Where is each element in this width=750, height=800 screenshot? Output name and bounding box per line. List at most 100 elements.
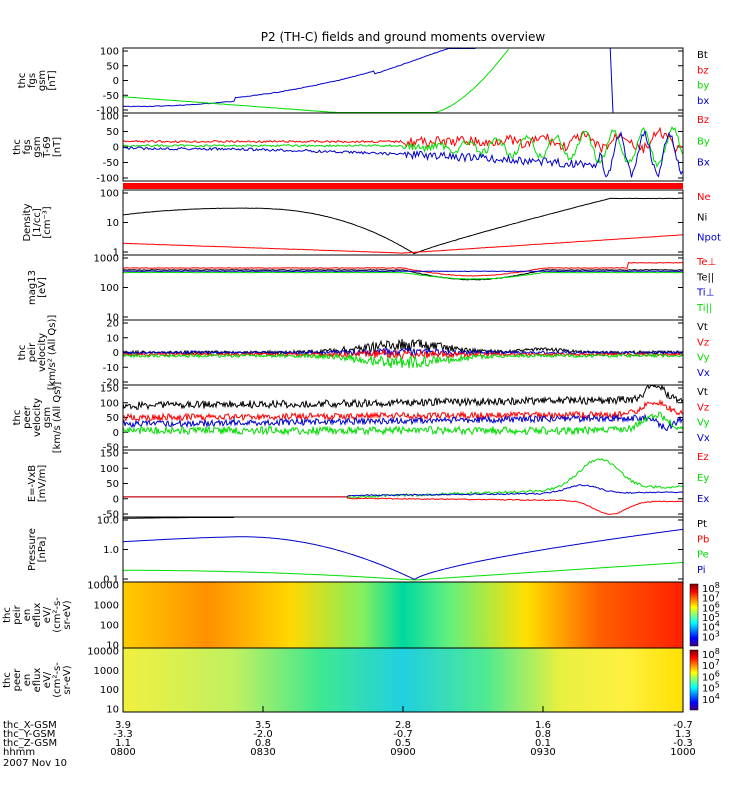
ylabel-peer_vel-1: peer xyxy=(22,405,33,429)
xaxis-value-3-0: 0800 xyxy=(110,747,135,758)
ylabel-pressure-1: [nPa] xyxy=(37,536,48,562)
legend-peer_vel-Vt: Vt xyxy=(697,387,708,398)
ylabel-fgs_detrend-0: thc xyxy=(12,139,23,155)
ytick-peir_spec-3: 10 xyxy=(106,641,119,652)
ytick-pressure-1: 1.0 xyxy=(103,545,119,556)
xaxis-value-1-2: -0.7 xyxy=(393,729,413,740)
ytick-efield-3: 0 xyxy=(113,494,119,505)
legend-peir_vel-Vy: Vy xyxy=(697,353,710,364)
xaxis-value-1-0: -3.3 xyxy=(113,729,133,740)
ytick-efield-0: 150 xyxy=(100,449,119,460)
colorbar-label-peir_spec-0: 108 xyxy=(702,581,720,595)
spectrogram-peer_spec xyxy=(123,648,683,712)
ylabel-fgs-2: gsm xyxy=(37,70,48,91)
xaxis-label-2: thc_Z-GSM xyxy=(3,738,57,749)
legend-fgs-bx: bx xyxy=(697,96,709,107)
xaxis-value-2-1: 0.8 xyxy=(255,738,271,749)
legend-temp-Ti||: Ti|| xyxy=(696,303,712,314)
colorbar-label-peir_spec-2: 106 xyxy=(702,600,720,614)
series-det-bz xyxy=(122,126,683,154)
legend-peer_vel-Vz: Vz xyxy=(697,402,709,413)
ytick-peer_spec-0: 10000 xyxy=(87,647,119,658)
ytick-fgs_detrend-3: -50 xyxy=(103,158,119,169)
ylabel-peer_vel-0: thc xyxy=(12,410,23,426)
ylabel-fgs_detrend-2: gsm xyxy=(32,136,43,157)
legend-efield-Ex: Ex xyxy=(697,494,709,505)
chart-title: P2 (TH-C) fields and ground moments over… xyxy=(261,30,546,44)
legend-fgs_detrend-Bx: Bx xyxy=(697,158,710,169)
xaxis-value-3-1: 0830 xyxy=(250,747,275,758)
series-peir-vy xyxy=(122,352,684,369)
series-pressure-pe xyxy=(123,562,683,581)
legend-temp-Ti⊥: Ti⊥ xyxy=(696,288,714,299)
panel-efield: E=-VxB [mV/m] 150 100 50 0 -50 Ez Ey Ex xyxy=(27,449,709,521)
series-fgs-bx-jump xyxy=(609,47,614,114)
colorbar-label-peir_spec-4: 104 xyxy=(702,620,720,634)
legend-fgs-by: by xyxy=(697,81,709,92)
legend-fgs-bz: bz xyxy=(697,65,709,76)
series-temp-tepar xyxy=(122,269,683,281)
ylabel-peer_spec-5: (cm²-s- xyxy=(52,662,63,698)
ytick-efield-4: -50 xyxy=(103,510,119,521)
legend-pressure-Pb: Pb xyxy=(697,534,709,545)
ytick-peir_vel-4: -20 xyxy=(103,378,119,389)
ytick-peir_vel-2: 0 xyxy=(113,348,119,359)
series-e-ey xyxy=(123,458,683,499)
ylabel-peir_vel-0: thc xyxy=(17,345,28,361)
ytick-peer_spec-2: 100 xyxy=(100,685,119,696)
ytick-fgs_detrend-4: -100 xyxy=(96,174,119,185)
legend-pressure-Pe: Pe xyxy=(697,550,709,561)
ylabel-fgs_detrend-1: fgs xyxy=(22,139,33,154)
panel-fgs_detrend: thc fgs gsm T-69 [nT] 100 50 0 -50 -100 Bz By Bx xyxy=(12,112,710,185)
series-fgs-by xyxy=(122,48,509,113)
data-flag-bar xyxy=(123,183,683,189)
legend-pressure-Pi: Pi xyxy=(697,565,706,576)
legend-efield-Ey: Ey xyxy=(697,473,709,484)
ylabel-efield-0: E=-VxB xyxy=(27,465,38,502)
ytick-fgs-0: 100 xyxy=(100,47,119,58)
colorbar-label-peer_spec-3: 105 xyxy=(702,681,720,695)
ytick-peir_spec-1: 1000 xyxy=(94,601,119,612)
legend-fgs_detrend-By: By xyxy=(697,136,710,147)
panel-peir_spec: thc peir en eflux eV/(cm²-s-sr-eV) 10000 1000 1… xyxy=(2,581,699,652)
ylabel-peir_vel-3: [km/s² (All Qs)] xyxy=(47,315,58,391)
legend-temp-Te⊥: Te⊥ xyxy=(696,257,716,268)
ytick-fgs_detrend-2: 0 xyxy=(113,143,119,154)
ytick-peer_vel-1: 100 xyxy=(100,398,119,409)
ylabel-peir_spec-4: eV/ xyxy=(42,606,53,623)
ytick-peer_vel-2: 50 xyxy=(106,413,119,424)
colorbar-label-peer_spec-1: 107 xyxy=(702,658,720,672)
panel-pressure: Pressure [nPa] 10.0 1.0 0.1 Pt Pb Pe Pi xyxy=(27,516,709,586)
xaxis-value-1-1: -2.0 xyxy=(253,729,273,740)
panel-peer_spec: thc peer en eflux eV/(cm²-s-sr-eV) 10000 1000 1… xyxy=(2,647,699,716)
ylabel-peir_spec-5: (cm²-s- xyxy=(52,597,63,633)
xaxis-value-3-4: 1000 xyxy=(670,747,695,758)
ylabel-peer_spec-0: thc xyxy=(2,672,13,688)
legend-fgs-Bt: Bt xyxy=(697,50,708,61)
ylabel-peir_spec-1: peir xyxy=(12,604,23,624)
panel-fgs: thc fgs gsm [nT] 100 50 0 -50 -100 Bt bz by bx xyxy=(17,47,709,117)
ytick-peer_vel-4: -50 xyxy=(103,443,119,454)
ytick-temp-1: 100 xyxy=(100,283,119,294)
spectrogram-peir_spec xyxy=(123,582,683,648)
ytick-density-2: 1 xyxy=(113,248,119,259)
ytick-peir_vel-0: 20 xyxy=(106,319,119,330)
legend-peir_vel-Vx: Vx xyxy=(697,368,710,379)
series-temp-teperp xyxy=(122,261,683,277)
xaxis-label-0: thc_X-GSM xyxy=(3,720,57,731)
xaxis-value-0-0: 3.9 xyxy=(115,720,131,731)
x-axis: thc_X-GSM 3.9 3.5 2.8 1.6 -0.7 thc_Y-GSM -3.3 -2… xyxy=(3,706,696,769)
xaxis-label-1: thc_Y-GSM xyxy=(3,729,55,740)
series-peer-vt xyxy=(122,384,684,411)
ylabel-peer_spec-1: peer xyxy=(12,668,23,692)
series-peir-vt xyxy=(122,338,684,356)
legend-density-Ni: Ni xyxy=(697,212,707,223)
ylabel-peir_spec-3: eflux xyxy=(32,603,43,628)
legend-peer_vel-Vx: Vx xyxy=(697,433,710,444)
ytick-fgs-2: 0 xyxy=(113,76,119,87)
panel-peir_vel: thc peir velocity [km/s² (All Qs)] 20100-10-… xyxy=(17,315,710,391)
ytick-peir_spec-0: 10000 xyxy=(87,581,119,592)
ylabel-fgs_detrend-4: [nT] xyxy=(52,137,63,157)
xaxis-value-2-4: -0.3 xyxy=(673,738,693,749)
